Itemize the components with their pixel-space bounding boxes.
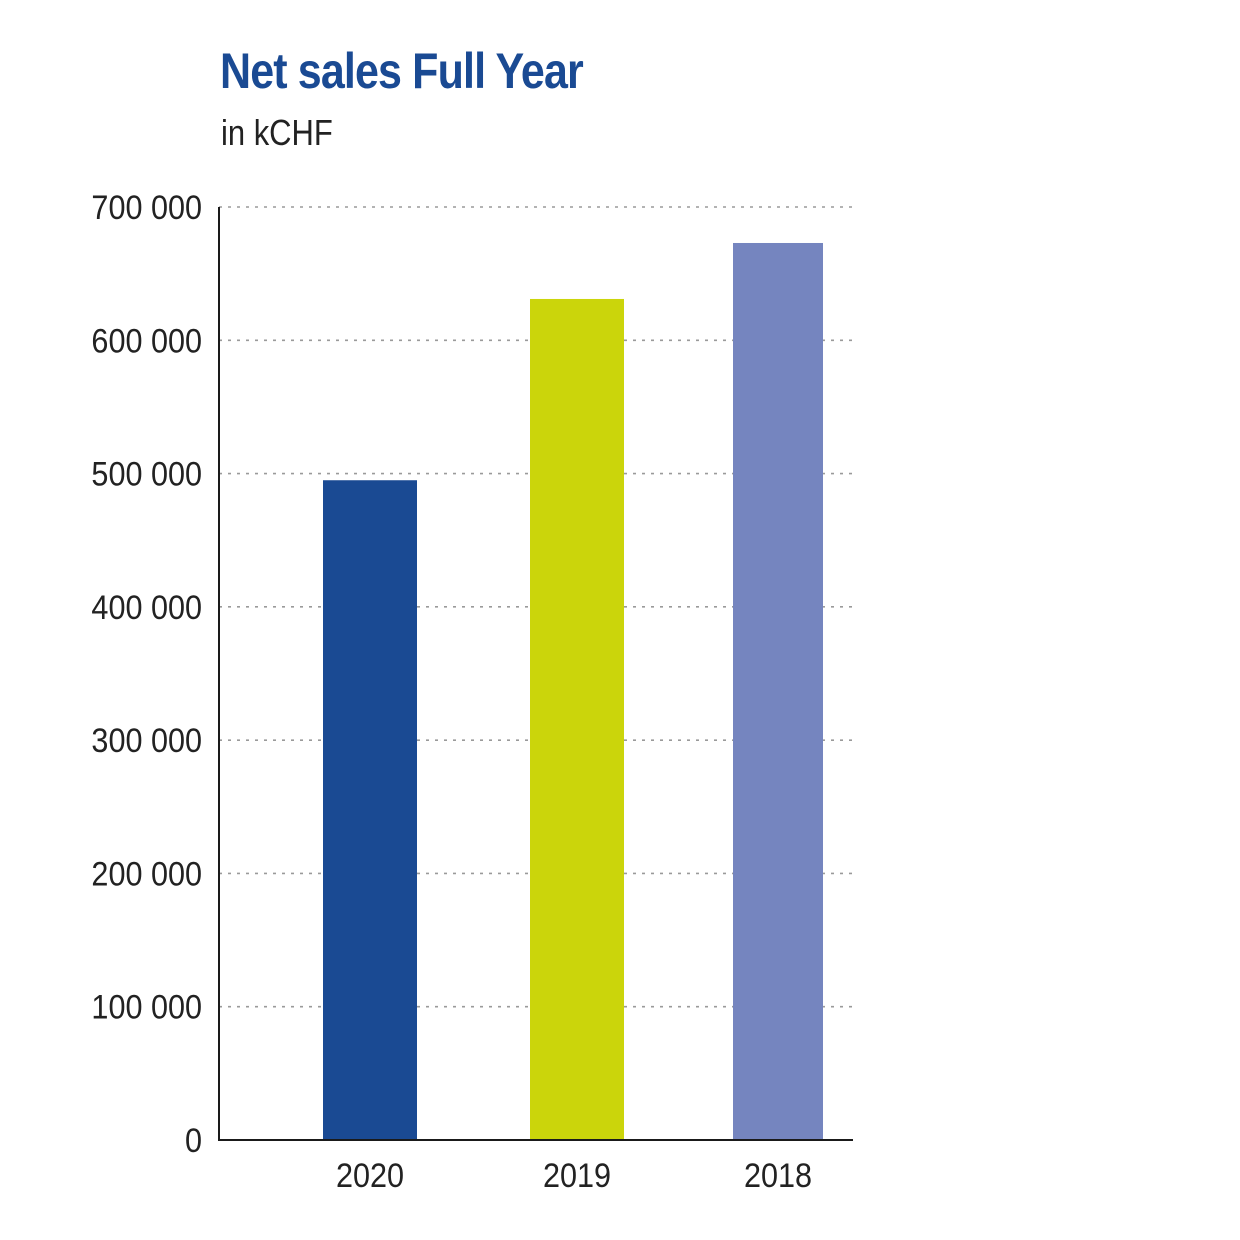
y-tick-label: 700 000 [91, 189, 202, 227]
axes [218, 207, 853, 1141]
chart-title: Net sales Full Year [220, 43, 584, 99]
chart-subtitle: in kCHF [221, 112, 333, 153]
bar-2018 [733, 242, 823, 1141]
x-tick-labels: 2020 2019 2018 [336, 1157, 812, 1195]
y-tick-label: 600 000 [91, 322, 202, 360]
bars [323, 242, 823, 1141]
y-tick-label: 500 000 [91, 455, 202, 493]
x-tick-label: 2020 [336, 1157, 404, 1195]
x-tick-label: 2019 [543, 1157, 611, 1195]
x-tick-label: 2018 [744, 1157, 812, 1195]
y-tick-labels: 0 100 000 200 000 300 000 400 000 500 000 600 … [91, 189, 202, 1160]
y-tick-label: 400 000 [91, 588, 202, 626]
bar-2019 [530, 298, 624, 1140]
bar-2020 [323, 480, 417, 1140]
y-tick-label: 300 000 [91, 722, 202, 760]
y-tick-label: 200 000 [91, 855, 202, 893]
y-tick-label: 100 000 [91, 988, 202, 1026]
y-tick-label: 0 [185, 1122, 202, 1160]
